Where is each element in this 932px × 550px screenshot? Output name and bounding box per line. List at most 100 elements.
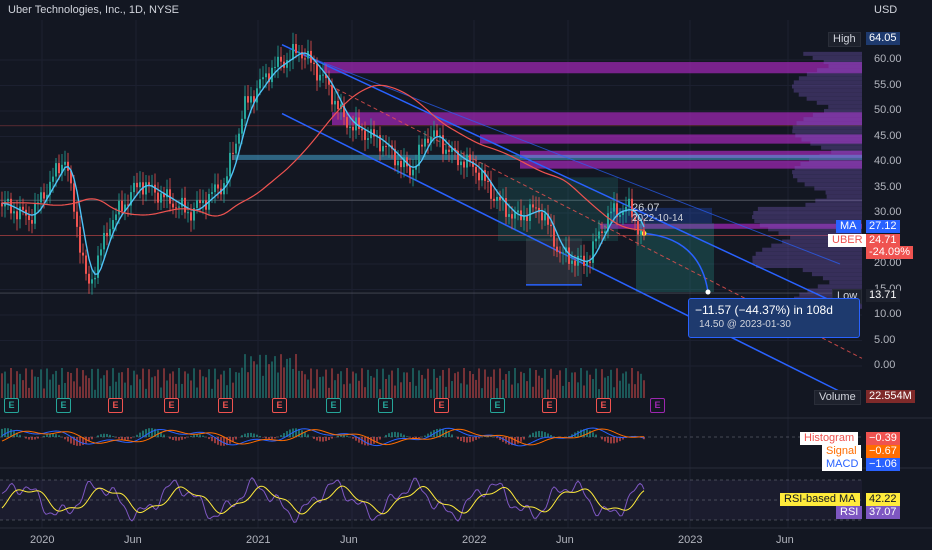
macd-histogram-bar — [412, 437, 414, 439]
macd-histogram-bar — [376, 437, 378, 442]
earnings-marker[interactable]: E — [272, 398, 287, 413]
candle-body — [151, 184, 153, 186]
profile-bin — [812, 113, 862, 118]
price-range-measure[interactable]: −11.57 (−44.37%) in 108d 14.50 @ 2023-01… — [688, 298, 860, 338]
ma-slow-line — [2, 84, 645, 231]
profile-bin — [793, 80, 862, 85]
volume-bar — [166, 380, 168, 398]
volume-bar — [466, 384, 468, 398]
volume-bar — [109, 386, 111, 398]
macd-histogram-bar — [511, 437, 513, 446]
candle-body — [457, 150, 459, 166]
candle-body — [373, 129, 375, 137]
profile-bin — [793, 174, 862, 179]
macd-histogram-bar — [274, 437, 276, 439]
volume-bar — [379, 389, 381, 398]
volume-bar — [265, 354, 267, 398]
rsi-band — [0, 480, 862, 520]
candle-body — [370, 129, 372, 139]
earnings-marker[interactable]: E — [596, 398, 611, 413]
profile-bin — [803, 117, 862, 122]
volume-bar — [148, 369, 150, 398]
profile-bin — [823, 108, 862, 113]
candle-body — [352, 126, 354, 131]
earnings-marker[interactable]: E — [434, 398, 449, 413]
profile-bin — [814, 186, 862, 191]
macd-histogram-bar — [232, 437, 234, 442]
volume-bar — [178, 368, 180, 398]
candle-body — [436, 130, 438, 137]
profile-bin — [828, 104, 862, 109]
macd-histogram-bar — [214, 437, 216, 444]
volume-bar — [427, 368, 429, 398]
macd-histogram-bar — [457, 437, 459, 440]
earnings-marker[interactable]: E — [4, 398, 19, 413]
macd-histogram-bar — [595, 434, 597, 437]
candle-body — [28, 215, 30, 221]
volume-bar — [259, 354, 261, 398]
macd-histogram-bar — [568, 436, 570, 437]
candle-body — [106, 232, 108, 237]
candle-body — [559, 251, 561, 254]
earnings-marker[interactable]: E — [108, 398, 123, 413]
volume-bar — [421, 374, 423, 398]
earnings-marker[interactable]: E — [326, 398, 341, 413]
earnings-marker[interactable]: E — [164, 398, 179, 413]
macd-histogram-bar — [550, 435, 552, 437]
earnings-marker[interactable]: E — [490, 398, 505, 413]
candle-body — [61, 164, 63, 174]
candle-body — [415, 165, 417, 170]
volume-bar — [58, 384, 60, 398]
volume-bar — [370, 375, 372, 398]
macd-histogram-bar — [517, 437, 519, 444]
candle-body — [385, 146, 387, 148]
volume-bar — [73, 381, 75, 398]
earnings-marker[interactable]: E — [650, 398, 665, 413]
volume-profile-band — [232, 154, 862, 160]
volume-bar — [565, 368, 567, 398]
volume-bar — [190, 380, 192, 398]
candle-body — [199, 200, 201, 204]
earnings-marker[interactable]: E — [542, 398, 557, 413]
candle-body — [343, 104, 345, 118]
earnings-marker[interactable]: E — [218, 398, 233, 413]
volume-bar — [313, 388, 315, 398]
profile-bin — [825, 190, 862, 195]
candle-body — [439, 135, 441, 137]
macd-histogram-bar — [583, 429, 585, 437]
earnings-marker[interactable]: E — [378, 398, 393, 413]
volume-bar — [583, 385, 585, 398]
volume-bar — [520, 371, 522, 398]
signal-line — [1, 428, 645, 446]
macd-histogram-bar — [520, 437, 522, 442]
macd-histogram-bar — [82, 437, 84, 446]
profile-bin — [755, 251, 862, 256]
volume-bar — [637, 371, 639, 398]
volume-bar — [307, 379, 309, 398]
candle-body — [364, 130, 366, 140]
macd-histogram-bar — [286, 431, 288, 437]
volume-bar — [430, 389, 432, 398]
candle-body — [298, 51, 300, 54]
candle-body — [586, 261, 588, 266]
macd-histogram-bar — [253, 433, 255, 437]
volume-bar — [613, 387, 615, 398]
earnings-marker[interactable]: E — [56, 398, 71, 413]
profile-bin — [802, 268, 862, 273]
volume-bar — [181, 383, 183, 398]
volume-bar — [514, 368, 516, 398]
candle-body — [508, 214, 510, 217]
volume-bar — [361, 368, 363, 398]
macd-histogram-bar — [409, 437, 411, 438]
candle-body — [214, 184, 216, 193]
profile-bin — [821, 145, 862, 150]
macd-histogram-bar — [607, 437, 609, 443]
candle-body — [610, 211, 612, 214]
symbol-title[interactable]: Uber Technologies, Inc., 1D, NYSE — [8, 4, 179, 16]
volume-bar — [418, 370, 420, 398]
volume-bar — [589, 374, 591, 398]
macd-histogram-bar — [103, 433, 105, 437]
price-tick-label: 10.00 — [874, 308, 902, 320]
